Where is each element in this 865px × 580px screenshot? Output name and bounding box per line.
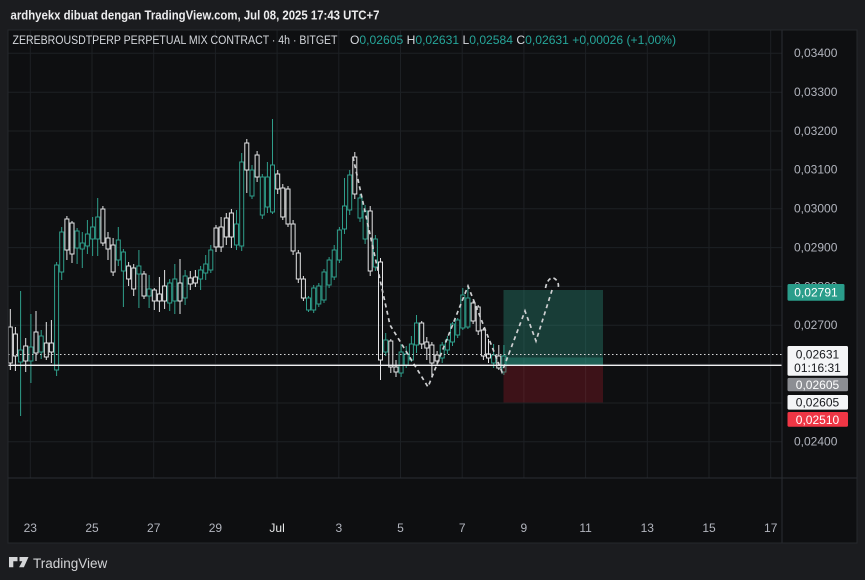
- svg-text:7: 7: [459, 521, 466, 535]
- svg-text:0,02605: 0,02605: [796, 378, 840, 392]
- svg-text:0,03100: 0,03100: [794, 163, 838, 177]
- svg-text:5: 5: [397, 521, 404, 535]
- svg-text:23: 23: [24, 521, 38, 535]
- svg-text:TradingView: TradingView: [33, 556, 108, 571]
- svg-text:11: 11: [579, 521, 592, 535]
- svg-text:0,03400: 0,03400: [794, 46, 838, 60]
- svg-text:0,02510: 0,02510: [796, 413, 840, 427]
- svg-text:01:16:31: 01:16:31: [794, 361, 841, 375]
- svg-text:O0,02605 H0,02631 L0,02584: O0,02605 H0,02631 L0,02584 C0,02631 +0,0…: [350, 35, 676, 47]
- svg-text:0,02700: 0,02700: [794, 318, 838, 332]
- svg-text:0,03200: 0,03200: [794, 124, 838, 138]
- svg-text:15: 15: [702, 521, 716, 535]
- svg-text:ardhyekx dibuat dengan Trading: ardhyekx dibuat dengan TradingView.com, …: [11, 8, 380, 23]
- svg-text:0,02605: 0,02605: [796, 396, 840, 410]
- svg-text:13: 13: [641, 521, 655, 535]
- svg-text:29: 29: [209, 521, 223, 535]
- svg-text:0,02400: 0,02400: [794, 435, 838, 449]
- svg-text:27: 27: [147, 521, 161, 535]
- svg-text:ZEREBROUSDTPERP PERPETUAL MIX: ZEREBROUSDTPERP PERPETUAL MIX CONTRACT ·…: [13, 35, 338, 47]
- svg-text:0,03000: 0,03000: [794, 202, 838, 216]
- svg-text:9: 9: [521, 521, 528, 535]
- svg-text:0,02791: 0,02791: [794, 286, 838, 300]
- svg-text:0,03300: 0,03300: [794, 85, 838, 99]
- svg-text:25: 25: [85, 521, 99, 535]
- svg-text:0,02900: 0,02900: [794, 240, 838, 254]
- svg-text:3: 3: [335, 521, 342, 535]
- svg-text:0,02631: 0,02631: [796, 348, 840, 362]
- svg-text:Jul: Jul: [269, 521, 284, 535]
- svg-text:17: 17: [764, 521, 778, 535]
